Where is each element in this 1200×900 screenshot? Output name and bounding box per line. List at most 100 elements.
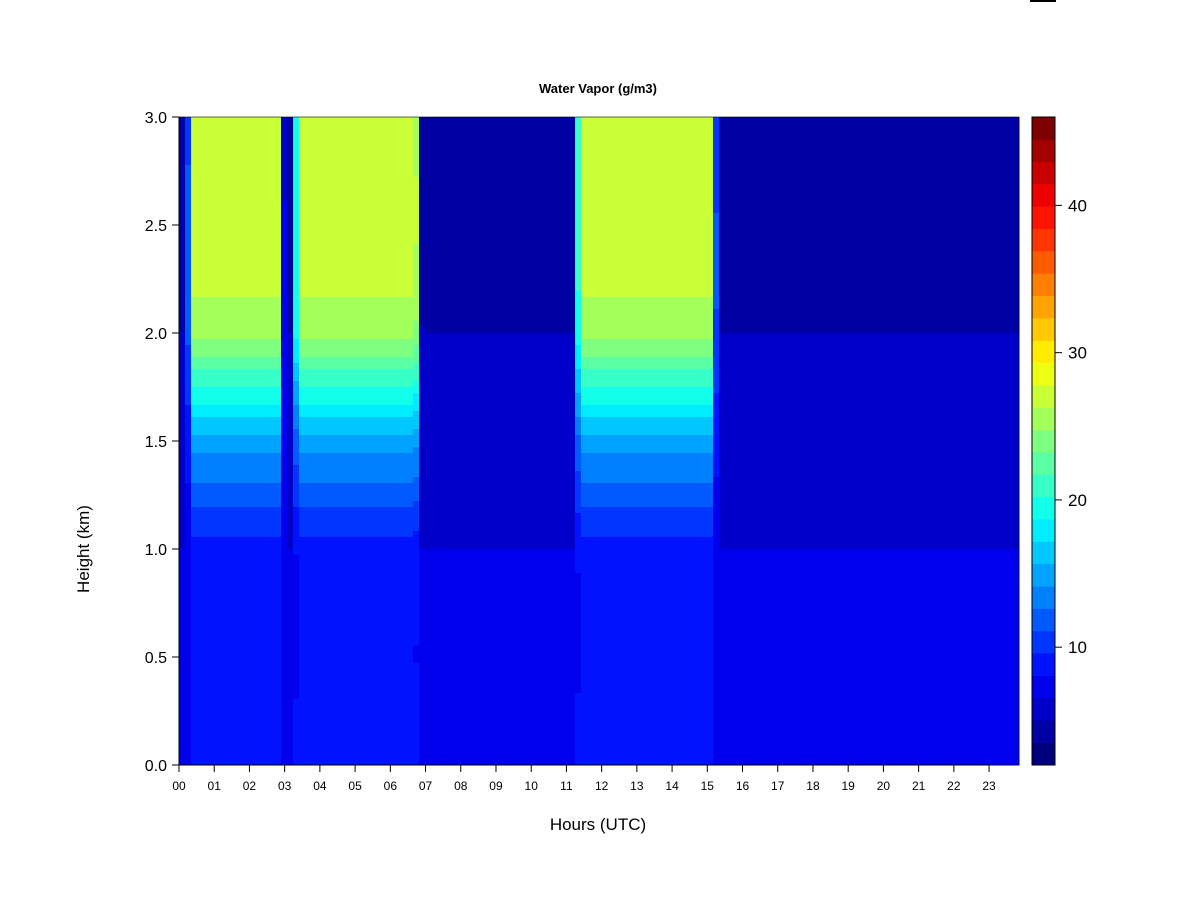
heatmap-cell	[245, 759, 252, 766]
heatmap-cell	[353, 729, 360, 736]
heatmap-cell	[317, 123, 324, 130]
heatmap-cell	[413, 207, 420, 214]
heatmap-cell	[191, 375, 198, 382]
heatmap-cell	[359, 729, 366, 736]
heatmap-cell	[281, 441, 288, 448]
heatmap-cell	[431, 399, 438, 406]
heatmap-cell	[239, 303, 246, 310]
heatmap-cell	[335, 597, 342, 604]
heatmap-cell	[413, 639, 420, 646]
heatmap-cell	[299, 369, 306, 376]
heatmap-cell	[197, 147, 204, 154]
heatmap-cell	[419, 315, 426, 322]
heatmap-cell	[413, 177, 420, 184]
heatmap-cell	[377, 177, 384, 184]
heatmap-cell	[293, 237, 300, 244]
heatmap-cell	[191, 603, 198, 610]
heatmap-cell	[251, 585, 258, 592]
heatmap-cell	[203, 285, 210, 292]
heatmap-cell	[341, 537, 348, 544]
heatmap-cell	[275, 453, 282, 460]
heatmap-cell	[443, 207, 450, 214]
heatmap-cell	[191, 741, 198, 748]
heatmap-cell	[425, 495, 432, 502]
heatmap-cell	[443, 549, 450, 556]
heatmap-cell	[251, 507, 258, 514]
heatmap-cell	[179, 687, 186, 694]
heatmap-cell	[365, 693, 372, 700]
heatmap-cell	[443, 423, 450, 430]
heatmap-cell	[209, 195, 216, 202]
heatmap-cell	[269, 681, 276, 688]
heatmap-cell	[389, 591, 396, 598]
heatmap-cell	[293, 201, 300, 208]
heatmap-cell	[263, 195, 270, 202]
heatmap-cell	[263, 123, 270, 130]
heatmap-cell	[395, 201, 402, 208]
heatmap-cell	[413, 213, 420, 220]
heatmap-cell	[389, 249, 396, 256]
heatmap-cell	[347, 285, 354, 292]
heatmap-cell	[179, 453, 186, 460]
heatmap-cell	[209, 675, 216, 682]
heatmap-cell	[413, 717, 420, 724]
heatmap-cell	[293, 123, 300, 130]
heatmap-cell	[323, 711, 330, 718]
heatmap-cell	[275, 297, 282, 304]
heatmap-cell	[245, 501, 252, 508]
heatmap-cell	[257, 159, 264, 166]
heatmap-cell	[227, 297, 234, 304]
heatmap-cell	[203, 363, 210, 370]
heatmap-cell	[359, 249, 366, 256]
heatmap-cell	[305, 753, 312, 760]
heatmap-cell	[413, 525, 420, 532]
heatmap-cell	[365, 357, 372, 364]
heatmap-cell	[419, 489, 426, 496]
heatmap-cell	[215, 423, 222, 430]
heatmap-cell	[293, 381, 300, 388]
heatmap-cell	[203, 525, 210, 532]
heatmap-cell	[311, 489, 318, 496]
heatmap-cell	[311, 735, 318, 742]
heatmap-plot-area	[178, 116, 1020, 766]
heatmap-cell	[407, 213, 414, 220]
heatmap-cell	[245, 723, 252, 730]
heatmap-cell	[341, 231, 348, 238]
heatmap-cell	[305, 609, 312, 616]
heatmap-cell	[239, 621, 246, 628]
heatmap-cell	[335, 561, 342, 568]
heatmap-cell	[419, 513, 426, 520]
heatmap-cell	[269, 399, 276, 406]
heatmap-cell	[419, 129, 426, 136]
heatmap-cell	[395, 189, 402, 196]
heatmap-cell	[335, 345, 342, 352]
heatmap-cell	[299, 519, 306, 526]
heatmap-cell	[395, 501, 402, 508]
heatmap-cell	[371, 675, 378, 682]
heatmap-cell	[263, 291, 270, 298]
heatmap-cell	[401, 597, 408, 604]
heatmap-cell	[245, 225, 252, 232]
heatmap-cell	[221, 351, 228, 358]
heatmap-cell	[239, 669, 246, 676]
heatmap-cell	[419, 195, 426, 202]
heatmap-cell	[443, 519, 450, 526]
heatmap-cell	[263, 609, 270, 616]
heatmap-cell	[179, 537, 186, 544]
heatmap-cell	[419, 267, 426, 274]
heatmap-cell	[443, 315, 450, 322]
heatmap-cell	[425, 759, 432, 766]
heatmap-cell	[371, 369, 378, 376]
heatmap-cell	[269, 219, 276, 226]
heatmap-cell	[443, 249, 450, 256]
heatmap-cell	[401, 579, 408, 586]
heatmap-cell	[245, 189, 252, 196]
heatmap-cell	[365, 729, 372, 736]
heatmap-cell	[407, 117, 414, 124]
heatmap-cell	[347, 375, 354, 382]
heatmap-cell	[431, 147, 438, 154]
heatmap-cell	[239, 375, 246, 382]
heatmap-cell	[245, 369, 252, 376]
heatmap-cell	[383, 207, 390, 214]
heatmap-cell	[311, 165, 318, 172]
